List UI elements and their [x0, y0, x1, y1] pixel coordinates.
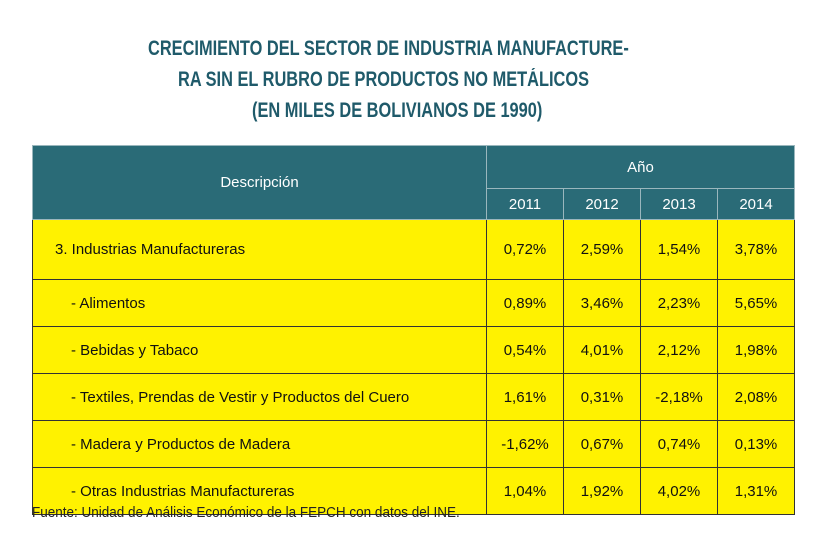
table-row: - Alimentos 0,89% 3,46% 2,23% 5,65%: [32, 279, 796, 327]
title-line-3: (EN MILES DE BOLIVIANOS DE 1990): [252, 99, 543, 122]
title-line-1: CRECIMIENTO DEL SECTOR DE INDUSTRIA MANU…: [148, 37, 629, 60]
row-value: 0,74%: [640, 420, 718, 468]
row-value: 2,59%: [563, 219, 641, 280]
header-year-2014: 2014: [716, 188, 796, 220]
table-row: - Madera y Productos de Madera -1,62% 0,…: [32, 420, 796, 468]
row-value: -1,62%: [486, 420, 564, 468]
table-row: - Otras Industrias Manufactureras 1,04% …: [32, 467, 796, 515]
header-year-2012: 2012: [563, 188, 641, 220]
row-value: 1,98%: [716, 326, 796, 374]
row-value: 1,61%: [486, 373, 564, 421]
row-value: 0,89%: [486, 279, 564, 327]
row-value: 0,31%: [563, 373, 641, 421]
header-description: Descripción: [32, 145, 487, 220]
row-value: 1,92%: [563, 467, 641, 515]
row-value: 1,54%: [640, 219, 718, 280]
row-value: 0,72%: [486, 219, 564, 280]
row-label: 3. Industrias Manufactureras: [32, 219, 487, 280]
row-value: 0,54%: [486, 326, 564, 374]
title-line-2: RA SIN EL RUBRO DE PRODUCTOS NO METÁLICO…: [178, 68, 590, 91]
source-note: Fuente: Unidad de Análisis Económico de …: [32, 504, 460, 521]
header-year-group: Año: [485, 145, 796, 189]
table-row: - Bebidas y Tabaco 0,54% 4,01% 2,12% 1,9…: [32, 326, 796, 374]
row-label: - Madera y Productos de Madera: [32, 420, 487, 468]
row-label: - Alimentos: [32, 279, 487, 327]
row-value: 3,46%: [563, 279, 641, 327]
row-value: 4,01%: [563, 326, 641, 374]
row-value: 4,02%: [640, 467, 718, 515]
row-label: - Textiles, Prendas de Vestir y Producto…: [32, 373, 487, 421]
row-value: 5,65%: [716, 279, 796, 327]
row-value: 1,31%: [716, 467, 796, 515]
growth-table: Descripción Año 2011 2012 2013 2014 3. I…: [32, 145, 796, 515]
row-value: 0,67%: [563, 420, 641, 468]
header-year-2013: 2013: [640, 188, 718, 220]
row-value: 0,13%: [716, 420, 796, 468]
table-row: - Textiles, Prendas de Vestir y Producto…: [32, 373, 796, 421]
row-value: 2,08%: [716, 373, 796, 421]
table-row: 3. Industrias Manufactureras 0,72% 2,59%…: [32, 219, 796, 280]
row-value: 2,12%: [640, 326, 718, 374]
row-label: - Otras Industrias Manufactureras: [32, 467, 487, 515]
row-value: 3,78%: [716, 219, 796, 280]
row-value: -2,18%: [640, 373, 718, 421]
header-year-2011: 2011: [486, 188, 564, 220]
row-value: 2,23%: [640, 279, 718, 327]
row-value: 1,04%: [486, 467, 564, 515]
row-label: - Bebidas y Tabaco: [32, 326, 487, 374]
